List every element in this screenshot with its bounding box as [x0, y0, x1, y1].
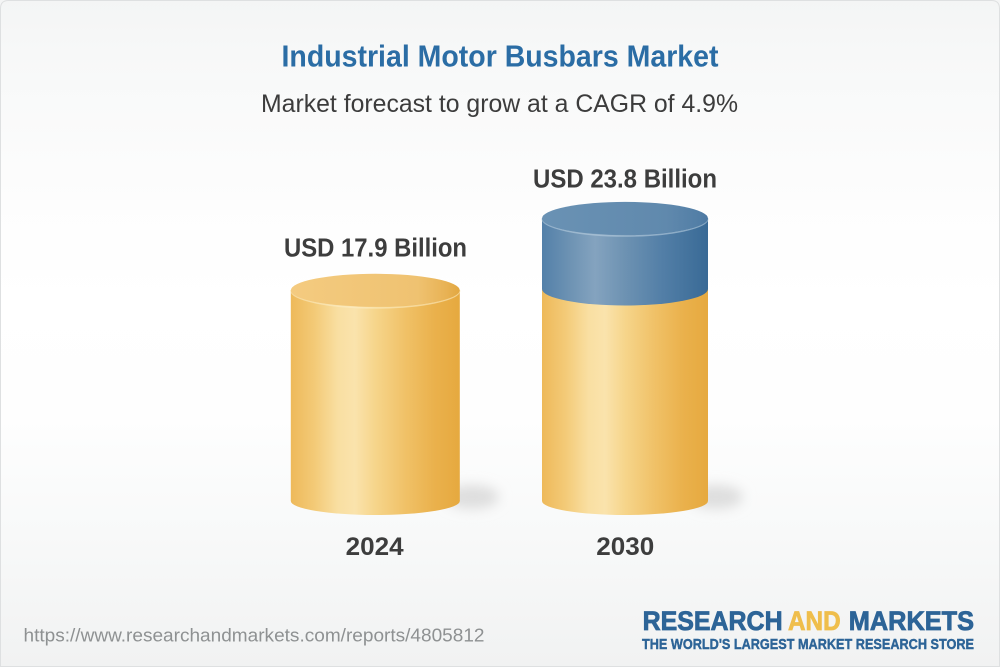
svg-text:2024: 2024 [346, 533, 404, 561]
svg-text:Market forecast to grow at a C: Market forecast to grow at a CAGR of 4.9… [261, 90, 738, 118]
svg-text:RESEARCH: RESEARCH [643, 605, 783, 636]
svg-text:2030: 2030 [596, 533, 654, 561]
svg-text:MARKETS: MARKETS [849, 605, 974, 636]
svg-text:THE WORLD'S LARGEST MARKET RES: THE WORLD'S LARGEST MARKET RESEARCH STOR… [642, 636, 974, 653]
svg-text:https://www.researchandmarkets: https://www.researchandmarkets.com/repor… [24, 626, 485, 646]
svg-text:AND: AND [788, 605, 841, 636]
svg-text:Industrial Motor Busbars Marke: Industrial Motor Busbars Market [282, 39, 719, 74]
svg-text:USD 17.9 Billion: USD 17.9 Billion [284, 234, 467, 262]
svg-text:USD 23.8 Billion: USD 23.8 Billion [533, 165, 717, 193]
